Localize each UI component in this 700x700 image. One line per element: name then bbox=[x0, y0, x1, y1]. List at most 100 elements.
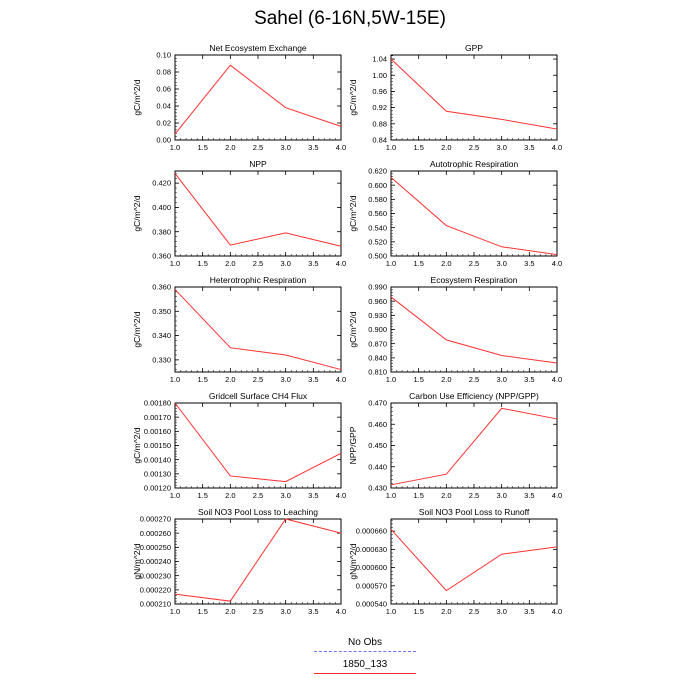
panel-3-xtick-label: 3.0 bbox=[280, 259, 290, 268]
panel-1-ylabel: gC/m^2/d bbox=[132, 79, 142, 115]
panel-3-xtick-label: 4.0 bbox=[336, 259, 346, 268]
panel-8-ytick-label: 0.440 bbox=[368, 462, 387, 471]
panel-2-xtick-label: 3.5 bbox=[524, 143, 534, 152]
panel-7-xtick-label: 1.5 bbox=[197, 491, 207, 500]
panel-7-xtick-label: 4.0 bbox=[336, 491, 346, 500]
panel-1-xtick-label: 3.0 bbox=[280, 143, 290, 152]
panel-5-frame bbox=[174, 286, 342, 373]
panel-3-title: NPP bbox=[249, 159, 267, 169]
panel-10-xtick-label: 2.0 bbox=[441, 607, 451, 616]
panel-2-ytick-label: 1.04 bbox=[372, 55, 387, 64]
panel-10-xtick-label: 1.0 bbox=[386, 607, 396, 616]
panel-7-xtick-label: 1.0 bbox=[170, 491, 180, 500]
panel-2-xtick-label: 1.0 bbox=[386, 143, 396, 152]
panel-8-xtick-label: 4.0 bbox=[552, 491, 562, 500]
panel-6-xtick-label: 1.0 bbox=[386, 375, 396, 384]
panel-3-ylabel: gC/m^2/d bbox=[132, 195, 142, 231]
panel-8-xtick-label: 2.5 bbox=[469, 491, 479, 500]
panel-4-ylabel: gC/m^2/d bbox=[348, 195, 358, 231]
panel-7-ylabel: gC/m^2/d bbox=[132, 427, 142, 463]
panel-9-ytick-label: 0.000240 bbox=[140, 557, 171, 566]
panel-3-xtick-label: 2.0 bbox=[225, 259, 235, 268]
panel-2-xtick-label: 3.0 bbox=[496, 143, 506, 152]
panel-8-series-line bbox=[390, 407, 558, 486]
panel-1-ytick-label: 0.10 bbox=[156, 51, 171, 60]
panel-2-xtick-label: 2.5 bbox=[469, 143, 479, 152]
panel-5-title: Heterotrophic Respiration bbox=[210, 275, 307, 285]
panel-9-ytick-label: 0.000210 bbox=[140, 600, 171, 609]
panel-3-frame bbox=[174, 170, 342, 257]
panel-3-xtick-label: 1.5 bbox=[197, 259, 207, 268]
panel-3-xtick-label: 2.5 bbox=[253, 259, 263, 268]
panel-7-series-line bbox=[174, 402, 342, 483]
panel-10-xtick-label: 1.5 bbox=[413, 607, 423, 616]
panel-4-ytick-label: 0.600 bbox=[368, 181, 387, 190]
panel-9-series-line bbox=[174, 518, 342, 602]
panel-10-series-line bbox=[390, 528, 558, 592]
panel-9-xtick-label: 3.0 bbox=[280, 607, 290, 616]
panel-6-ytick-label: 0.810 bbox=[368, 368, 387, 377]
panel-9-ytick-label: 0.000220 bbox=[140, 585, 171, 594]
panel-2-xtick-label: 4.0 bbox=[552, 143, 562, 152]
panel-8-xtick-label: 2.0 bbox=[441, 491, 451, 500]
panel-9-ytick-label: 0.000270 bbox=[140, 515, 171, 524]
panel-4-ytick-label: 0.520 bbox=[368, 237, 387, 246]
panel-4-ytick-label: 0.580 bbox=[368, 195, 387, 204]
panel-6-ytick-label: 0.990 bbox=[368, 283, 387, 292]
panel-6-xtick-label: 4.0 bbox=[552, 375, 562, 384]
panel-2-xtick-label: 1.5 bbox=[413, 143, 423, 152]
panel-4-ytick-label: 0.620 bbox=[368, 167, 387, 176]
panel-5-xtick-label: 3.0 bbox=[280, 375, 290, 384]
panel-3-series-line bbox=[174, 173, 342, 247]
panel-10-ylabel: gN/m^2/d bbox=[348, 543, 358, 579]
panel-2-series-line bbox=[390, 58, 558, 130]
panel-7-xtick-label: 2.0 bbox=[225, 491, 235, 500]
panel-6-ylabel: gC/m^2/d bbox=[348, 311, 358, 347]
panel-3-ytick-label: 0.380 bbox=[152, 227, 171, 236]
panel-2-frame bbox=[390, 54, 558, 141]
panel-5-xtick-label: 1.5 bbox=[197, 375, 207, 384]
panel-6-ytick-label: 0.960 bbox=[368, 297, 387, 306]
panel-9-xtick-label: 2.0 bbox=[225, 607, 235, 616]
panel-5-xtick-label: 2.5 bbox=[253, 375, 263, 384]
panel-7-title: Gridcell Surface CH4 Flux bbox=[209, 391, 308, 401]
panel-6-xtick-label: 2.5 bbox=[469, 375, 479, 384]
panel-7-ytick-label: 0.00170 bbox=[144, 413, 171, 422]
panel-9-frame bbox=[174, 518, 342, 605]
panel-7-xtick-label: 2.5 bbox=[253, 491, 263, 500]
panel-4-xtick-label: 1.0 bbox=[386, 259, 396, 268]
panel-7-ytick-label: 0.00140 bbox=[144, 455, 171, 464]
page-title: Sahel (6-16N,5W-15E) bbox=[254, 8, 446, 29]
panel-8-ytick-label: 0.470 bbox=[368, 399, 387, 408]
panel-1-xtick-label: 4.0 bbox=[336, 143, 346, 152]
panel-9-xtick-label: 3.5 bbox=[308, 607, 318, 616]
panel-10-xtick-label: 3.0 bbox=[496, 607, 506, 616]
panel-10-ytick-label: 0.000540 bbox=[356, 600, 387, 609]
panel-3-ytick-label: 0.420 bbox=[152, 179, 171, 188]
panel-10-ytick-label: 0.000660 bbox=[356, 527, 387, 536]
panel-1-xtick-label: 3.5 bbox=[308, 143, 318, 152]
panel-7-xtick-label: 3.5 bbox=[308, 491, 318, 500]
panel-10-xtick-label: 4.0 bbox=[552, 607, 562, 616]
panel-5-xtick-label: 3.5 bbox=[308, 375, 318, 384]
panel-8-xtick-label: 3.5 bbox=[524, 491, 534, 500]
panel-7-ytick-label: 0.00130 bbox=[144, 469, 171, 478]
panel-3-xtick-label: 3.5 bbox=[308, 259, 318, 268]
panel-5-series-line bbox=[174, 289, 342, 371]
panel-5-ytick-label: 0.340 bbox=[152, 331, 171, 340]
panel-8-ytick-label: 0.450 bbox=[368, 441, 387, 450]
panel-2-ytick-label: 0.84 bbox=[372, 136, 387, 145]
panel-1-frame bbox=[174, 54, 342, 141]
panel-1-ytick-label: 0.06 bbox=[156, 85, 171, 94]
panel-4-title: Autotrophic Respiration bbox=[430, 159, 519, 169]
panel-8-ytick-label: 0.430 bbox=[368, 484, 387, 493]
panel-1-xtick-label: 1.0 bbox=[170, 143, 180, 152]
panel-4-xtick-label: 1.5 bbox=[413, 259, 423, 268]
panel-4-ytick-label: 0.560 bbox=[368, 209, 387, 218]
panel-1-ytick-label: 0.00 bbox=[156, 136, 171, 145]
panel-8-ytick-label: 0.460 bbox=[368, 420, 387, 429]
panel-6-ytick-label: 0.930 bbox=[368, 311, 387, 320]
panel-9-xtick-label: 1.5 bbox=[197, 607, 207, 616]
panel-5-xtick-label: 1.0 bbox=[170, 375, 180, 384]
